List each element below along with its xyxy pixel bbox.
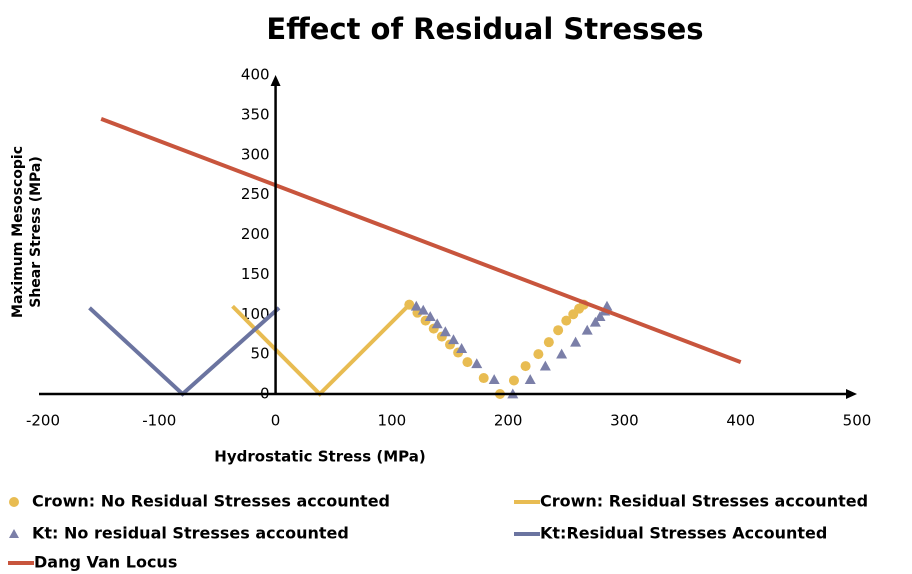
triangle-point bbox=[581, 324, 593, 335]
legend-swatch bbox=[9, 497, 19, 507]
triangle-point bbox=[589, 316, 601, 327]
triangle-point bbox=[410, 300, 422, 311]
y-tick-label: 200 bbox=[241, 225, 270, 243]
x-tick-label: -100 bbox=[142, 412, 176, 430]
line-series bbox=[100, 116, 742, 364]
triangle-point bbox=[439, 326, 451, 337]
triangle-point bbox=[424, 311, 436, 322]
chart-title: Effect of Residual Stresses bbox=[266, 12, 703, 46]
y-tick-label: 50 bbox=[250, 345, 269, 363]
legend-label: Dang Van Locus bbox=[34, 553, 177, 572]
triangle-point bbox=[456, 343, 468, 353]
triangle-point bbox=[488, 374, 500, 385]
legend-label: Kt:Residual Stresses Accounted bbox=[540, 524, 827, 543]
circle-point bbox=[533, 349, 544, 360]
y-tick-label: 400 bbox=[241, 66, 270, 84]
legend-label: Crown: No Residual Stresses accounted bbox=[32, 492, 390, 511]
x-tick-label: 400 bbox=[726, 412, 755, 430]
y-axis-label-line: Maximum Mesoscopic bbox=[10, 146, 26, 318]
y-axis-label-line: Shear Stress (MPa) bbox=[28, 156, 44, 308]
triangle-point bbox=[570, 336, 582, 347]
circle-point bbox=[520, 361, 531, 372]
x-axis-arrow bbox=[846, 389, 857, 399]
circle-point bbox=[508, 375, 519, 386]
circle-point bbox=[462, 357, 473, 368]
y-tick-label: 150 bbox=[241, 265, 270, 283]
x-tick-label: 0 bbox=[271, 412, 281, 430]
triangle-point bbox=[431, 318, 443, 329]
circle-point bbox=[478, 373, 489, 384]
triangle-point bbox=[524, 374, 536, 385]
circle-point bbox=[561, 315, 572, 326]
triangle-point bbox=[594, 311, 606, 322]
triangle-point bbox=[471, 358, 483, 369]
x-tick-label: 200 bbox=[494, 412, 523, 430]
circle-point bbox=[553, 325, 564, 336]
triangle-point bbox=[447, 334, 459, 345]
y-tick-label: 350 bbox=[241, 105, 270, 123]
triangle-point bbox=[556, 348, 568, 359]
y-axis-arrow bbox=[270, 75, 281, 86]
y-tick-label: 300 bbox=[241, 145, 270, 163]
triangle-point bbox=[417, 304, 429, 315]
x-tick-label: 100 bbox=[378, 412, 407, 430]
x-tick-label: -200 bbox=[26, 412, 60, 430]
legend-swatch bbox=[9, 529, 19, 538]
x-axis-label: Hydrostatic Stress (MPa) bbox=[214, 448, 425, 466]
circle-point bbox=[543, 337, 554, 348]
triangle-point bbox=[539, 360, 551, 371]
x-tick-label: 300 bbox=[610, 412, 639, 430]
y-axis-label: Maximum Mesoscopic Shear Stress (MPa) bbox=[10, 146, 44, 318]
legend-label: Kt: No residual Stresses accounted bbox=[32, 524, 349, 543]
x-tick-label: 500 bbox=[843, 412, 872, 430]
y-tick-label: 250 bbox=[241, 185, 270, 203]
y-tick-label: 100 bbox=[241, 305, 270, 323]
legend-label: Crown: Residual Stresses accounted bbox=[540, 492, 868, 511]
